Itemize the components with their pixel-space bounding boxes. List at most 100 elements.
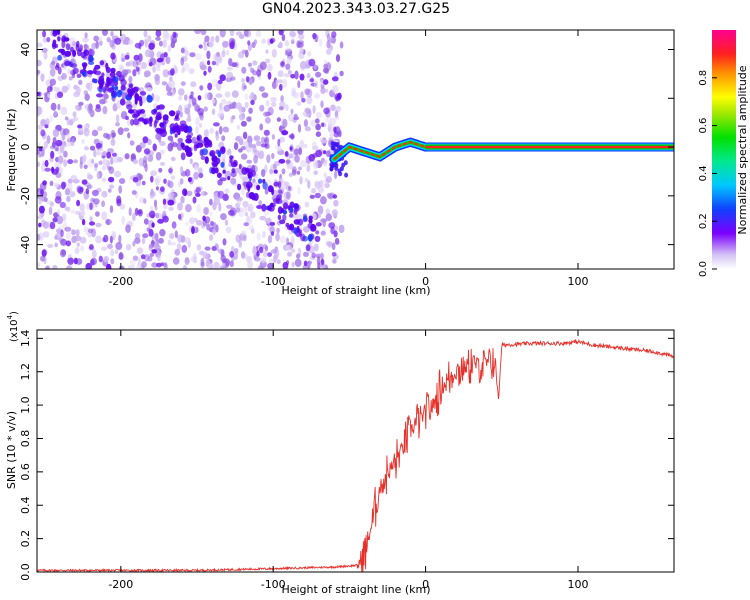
streak-blob xyxy=(154,120,157,128)
streak-blob xyxy=(217,150,222,158)
noise-speck xyxy=(309,194,315,199)
noise-blob xyxy=(49,221,56,230)
streak-blob xyxy=(247,185,251,192)
noise-blob xyxy=(149,210,156,219)
streak-blob xyxy=(294,205,300,212)
noise-speck xyxy=(209,211,213,217)
streak-blob xyxy=(215,157,221,165)
noise-blob xyxy=(73,257,78,265)
noise-blob xyxy=(321,258,324,266)
noise-blob xyxy=(269,221,276,226)
noise-speck xyxy=(148,243,155,249)
noise-blob xyxy=(217,79,223,85)
noise-speck xyxy=(168,79,175,88)
noise-speck xyxy=(261,38,267,44)
noise-speck xyxy=(155,186,159,191)
streak-blob xyxy=(128,83,133,89)
noise-speck xyxy=(303,119,308,128)
noise-blob xyxy=(259,246,264,254)
streak-blob xyxy=(241,167,248,175)
noise-blob xyxy=(305,244,311,252)
noise-speck xyxy=(138,174,144,180)
noise-speck xyxy=(297,41,304,48)
noise-speck xyxy=(102,158,108,166)
noise-blob xyxy=(60,229,64,238)
noise-speck xyxy=(95,235,102,244)
noise-speck xyxy=(125,244,132,251)
noise-speck xyxy=(244,211,249,217)
noise-blob xyxy=(88,48,95,57)
noise-speck xyxy=(52,128,60,138)
noise-blob xyxy=(89,244,94,250)
noise-speck xyxy=(314,93,320,99)
noise-speck xyxy=(315,123,321,131)
streak-blob xyxy=(283,202,289,210)
noise-speck xyxy=(261,136,265,144)
noise-blob xyxy=(284,151,289,157)
streak-blob xyxy=(97,79,103,84)
streak-blob xyxy=(262,181,268,190)
noise-speck xyxy=(206,223,211,231)
noise-speck xyxy=(222,238,227,246)
noise-blob xyxy=(41,249,47,257)
noise-speck xyxy=(85,82,91,90)
noise-speck xyxy=(158,237,164,244)
noise-speck xyxy=(261,231,266,238)
noise-speck xyxy=(188,68,195,74)
noise-speck xyxy=(40,255,46,262)
noise-speck xyxy=(233,142,239,151)
noise-speck xyxy=(203,106,208,112)
streak-blob xyxy=(136,97,143,102)
noise-blob xyxy=(95,104,101,109)
noise-speck xyxy=(168,180,174,189)
noise-blob xyxy=(331,252,337,257)
cluster-blob xyxy=(339,166,344,172)
noise-speck xyxy=(221,50,226,58)
noise-speck xyxy=(253,155,258,164)
noise-blob xyxy=(197,107,204,116)
noise-speck xyxy=(334,237,340,245)
streak-blob xyxy=(76,49,82,57)
noise-speck xyxy=(264,117,271,124)
noise-speck xyxy=(327,33,331,42)
noise-speck xyxy=(61,249,67,256)
noise-speck xyxy=(121,57,126,62)
noise-speck xyxy=(203,45,208,51)
noise-speck xyxy=(203,207,210,215)
noise-speck xyxy=(180,166,184,173)
noise-speck xyxy=(261,169,266,177)
noise-speck xyxy=(80,210,86,217)
noise-speck xyxy=(83,226,87,233)
noise-speck xyxy=(304,201,310,208)
noise-blob xyxy=(337,92,342,100)
streak-blob xyxy=(139,99,143,107)
noise-speck xyxy=(307,261,311,269)
noise-speck xyxy=(334,170,338,179)
noise-speck xyxy=(264,188,269,195)
noise-speck xyxy=(235,207,241,213)
noise-speck xyxy=(177,137,183,143)
noise-speck xyxy=(144,39,148,48)
streak-blob xyxy=(118,89,123,96)
noise-speck xyxy=(314,118,320,124)
noise-speck xyxy=(180,57,185,66)
noise-speck xyxy=(99,99,106,105)
noise-speck xyxy=(314,192,321,199)
noise-speck xyxy=(259,215,267,221)
noise-speck xyxy=(235,196,243,202)
noise-speck xyxy=(127,265,135,269)
noise-speck xyxy=(145,49,151,58)
noise-speck xyxy=(237,135,243,141)
noise-speck xyxy=(49,201,55,207)
noise-speck xyxy=(265,100,270,107)
noise-speck xyxy=(320,139,328,144)
streak-blob xyxy=(256,184,261,191)
noise-blob xyxy=(229,251,235,258)
noise-speck xyxy=(84,32,88,39)
noise-speck xyxy=(75,86,81,95)
noise-speck xyxy=(297,186,301,195)
noise-blob xyxy=(213,122,220,127)
noise-speck xyxy=(253,39,258,45)
